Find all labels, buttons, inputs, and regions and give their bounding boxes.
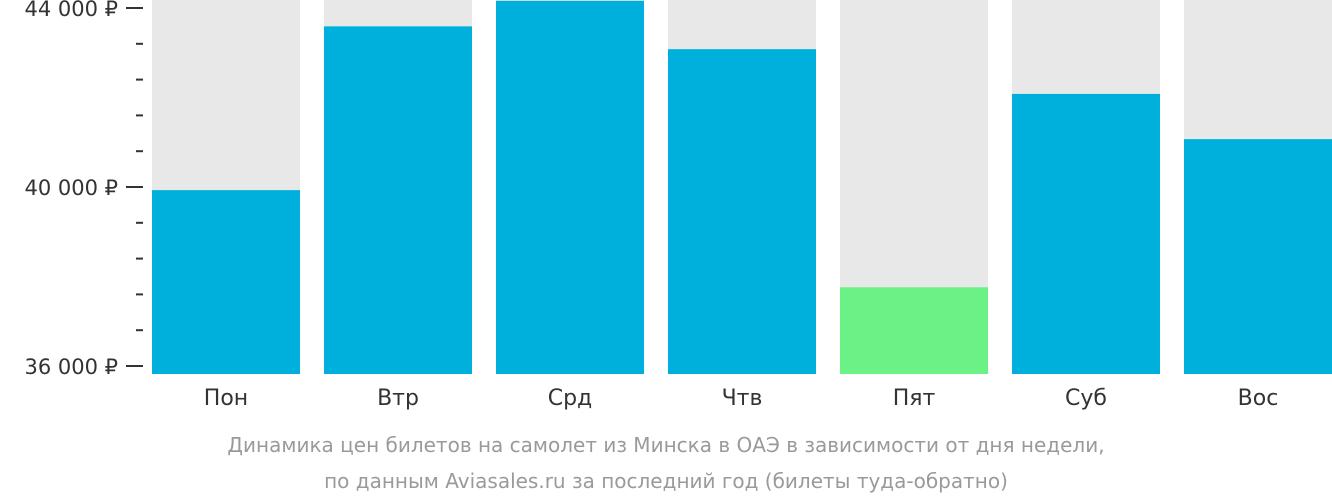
bar-1 (152, 190, 300, 374)
x-tick-label: Суб (1065, 386, 1107, 411)
x-tick-label: Вос (1238, 386, 1279, 411)
y-tick-label: 40 000 ₽ (24, 176, 118, 200)
bars (152, 0, 1332, 375)
bar-4 (668, 49, 816, 375)
y-tick-label: 44 000 ₽ (24, 0, 118, 21)
x-axis-labels: Пон Втр Срд Чтв Пят Суб Вос (204, 386, 1279, 411)
caption-line-2: по данным Aviasales.ru за последний год … (324, 469, 1008, 493)
caption-line-1: Динамика цен билетов на самолет из Минск… (227, 433, 1105, 457)
x-tick-label: Втр (377, 386, 419, 411)
bar-6 (1012, 93, 1160, 375)
y-tick-label: 36 000 ₽ (24, 355, 118, 379)
x-tick-label: Чтв (722, 386, 763, 411)
bar-3 (496, 0, 644, 375)
x-tick-label: Пон (204, 386, 248, 411)
x-tick-label: Пят (893, 386, 936, 411)
bar-2 (324, 26, 472, 374)
x-tick-label: Срд (548, 386, 593, 411)
bar-7 (1184, 139, 1332, 374)
bar-5 (840, 287, 988, 374)
y-axis: 44 000 ₽ 40 000 ₽ 36 000 ₽ (24, 0, 143, 379)
